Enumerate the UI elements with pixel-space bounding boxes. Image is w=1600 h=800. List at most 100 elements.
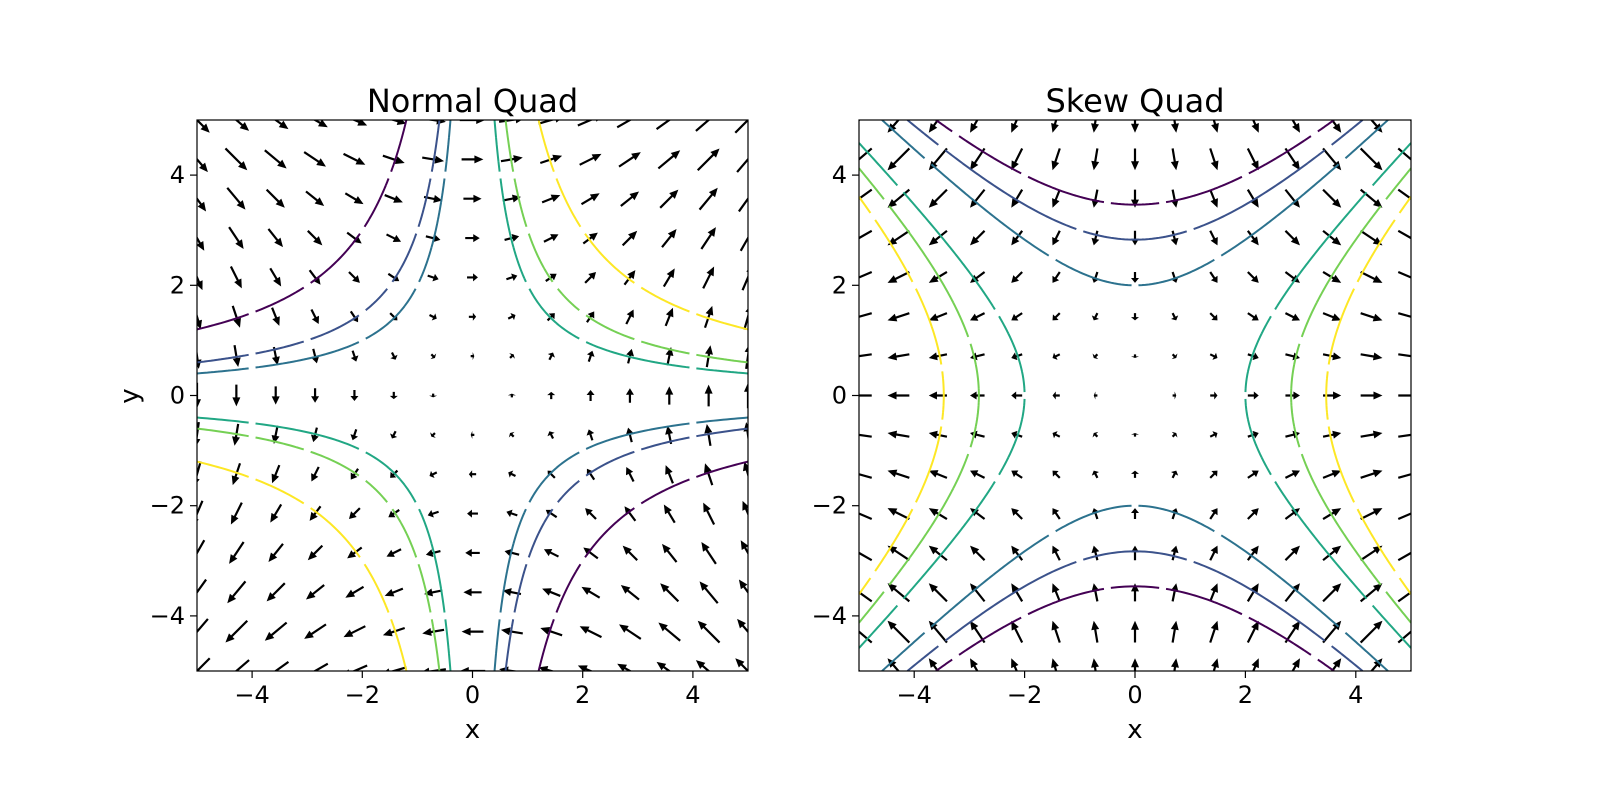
quiver-arrow xyxy=(625,388,634,403)
quiver-arrow xyxy=(1284,312,1300,321)
quiver-arrow xyxy=(1092,431,1099,438)
quiver-arrow xyxy=(1360,469,1383,479)
quiver-arrow xyxy=(1209,583,1218,602)
quiver-arrow xyxy=(586,390,595,401)
quiver-arrow xyxy=(698,187,718,211)
quiver-arrow xyxy=(742,461,748,479)
quiver-arrow xyxy=(695,660,711,671)
quiver-arrow xyxy=(699,581,719,604)
quiver-arrow xyxy=(429,313,437,321)
quiver-arrow xyxy=(1092,353,1099,360)
quiver-field xyxy=(197,120,748,671)
quiver-arrow xyxy=(1330,658,1342,671)
quiver-arrow xyxy=(1131,433,1139,437)
contour-line xyxy=(859,167,1411,624)
quiver-arrow xyxy=(311,388,320,403)
skew-quad-panel: Skew Quad x −4 −2 0 2 4 −4 −2 0 2 4 xyxy=(812,82,1412,745)
quiver-arrow xyxy=(887,430,910,439)
quiver-arrow xyxy=(1052,312,1061,321)
quiver-arrow xyxy=(270,503,283,523)
quiver-arrow xyxy=(1397,630,1411,644)
quiver-arrow xyxy=(1011,470,1023,479)
quiver-arrow xyxy=(1284,620,1300,644)
quiver-arrow xyxy=(231,305,241,328)
quiver-arrow xyxy=(1322,620,1342,644)
quiver-arrow xyxy=(1211,658,1219,671)
y-tick-label: −2 xyxy=(812,492,847,520)
quiver-arrow xyxy=(618,152,641,168)
quiver-arrow xyxy=(1171,120,1179,133)
quiver-arrow xyxy=(543,548,559,558)
quiver-arrow xyxy=(467,509,478,518)
quiver-arrow xyxy=(1011,391,1023,400)
quiver-arrow xyxy=(621,230,638,247)
quiver-arrow xyxy=(1247,508,1259,520)
quiver-arrow xyxy=(541,194,561,204)
quiver-arrow xyxy=(346,664,368,671)
quiver-arrow xyxy=(312,120,328,128)
quiver-arrow xyxy=(271,386,280,405)
quiver-arrow xyxy=(887,120,900,133)
quiver-arrow xyxy=(1247,271,1259,283)
quiver-arrow xyxy=(1051,148,1061,171)
quiver-arrow xyxy=(1209,312,1218,321)
quiver-arrow xyxy=(741,269,748,291)
quiver-arrow xyxy=(696,148,720,172)
quiver-arrow xyxy=(1397,188,1411,201)
quiver-arrow xyxy=(887,469,910,479)
quiver-arrow xyxy=(970,352,985,361)
quiver-arrow xyxy=(465,234,480,243)
quiver-arrow xyxy=(701,542,717,565)
quiver-arrow xyxy=(264,621,288,641)
x-tick-label: −4 xyxy=(897,681,932,709)
quiver-arrow xyxy=(542,588,561,597)
quiver-arrow xyxy=(507,313,516,321)
quiver-arrow xyxy=(736,157,748,173)
y-tick-label: −4 xyxy=(812,602,847,630)
y-tick-label: 0 xyxy=(832,382,847,410)
quiver-arrow xyxy=(620,191,640,207)
quiver-arrow xyxy=(1131,583,1139,602)
quiver-arrow xyxy=(197,500,204,522)
quiver-arrow xyxy=(887,583,911,603)
quiver-arrow xyxy=(1091,658,1099,671)
quiver-arrow xyxy=(970,430,985,439)
quiver-arrow xyxy=(547,391,556,400)
chart-title: Normal Quad xyxy=(367,82,578,120)
quiver-arrow xyxy=(343,625,366,638)
quiver-arrow xyxy=(622,545,638,561)
quiver-arrow xyxy=(1360,391,1383,400)
quiver-arrow xyxy=(345,585,365,598)
quiver-arrow xyxy=(386,233,402,243)
quiver-arrow xyxy=(423,194,443,203)
quiver-arrow xyxy=(1051,658,1059,671)
quiver-arrow xyxy=(1397,229,1411,240)
quiver-arrow xyxy=(389,120,407,126)
quiver-arrow xyxy=(664,307,674,327)
quiver-arrow xyxy=(887,352,910,361)
quiver-arrow xyxy=(271,346,280,366)
quiver-arrow xyxy=(743,422,748,443)
quiver-arrow xyxy=(1011,312,1023,321)
quiver-arrow xyxy=(459,667,486,671)
quiver-arrow xyxy=(928,391,947,400)
quiver-arrow xyxy=(1171,353,1178,360)
quiver-arrow xyxy=(509,353,515,359)
quiver-arrow xyxy=(970,120,979,133)
quiver-arrow xyxy=(269,267,282,287)
quiver-arrow xyxy=(1284,188,1300,208)
quiver-arrow xyxy=(735,658,748,671)
quiver-arrow xyxy=(1091,148,1100,171)
quiver-arrow xyxy=(658,622,681,642)
quiver-arrow xyxy=(1209,230,1218,246)
quiver-arrow xyxy=(1131,230,1139,246)
quiver-arrow xyxy=(928,312,948,321)
quiver-arrow xyxy=(506,273,518,282)
quiver-arrow xyxy=(273,661,290,671)
quiver-arrow xyxy=(665,425,674,445)
quiver-arrow xyxy=(1322,229,1342,246)
quiver-arrow xyxy=(1291,120,1300,133)
contour-line xyxy=(197,120,748,671)
quiver-arrow xyxy=(577,665,594,671)
quiver-arrow xyxy=(1359,188,1383,208)
